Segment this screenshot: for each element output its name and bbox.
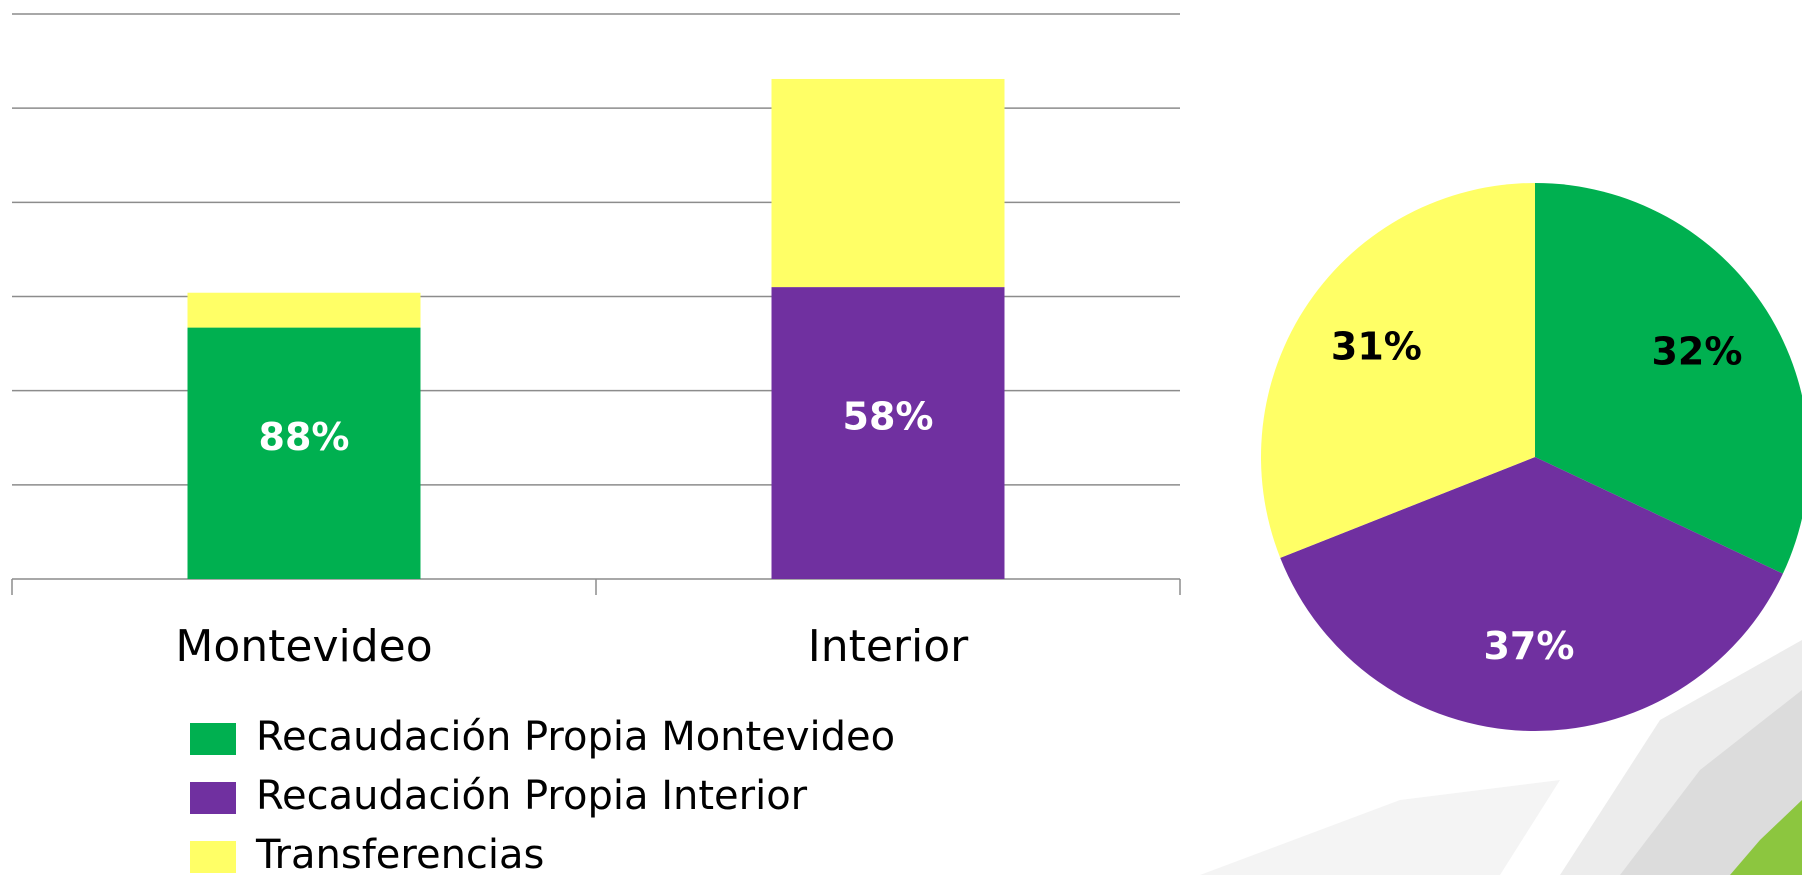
decor-shape — [1730, 800, 1802, 875]
bar-segment — [771, 287, 1005, 579]
legend-label: Recaudación Propia Montevideo — [256, 714, 895, 760]
data-label: 37% — [1483, 624, 1574, 668]
legend-swatch — [190, 723, 236, 755]
data-label: 58% — [843, 395, 934, 439]
data-label: 88% — [259, 415, 350, 459]
decor-shape — [1620, 690, 1802, 875]
background-decoration — [1200, 640, 1802, 875]
pie-slice — [1261, 183, 1535, 558]
bar-segment — [771, 78, 1005, 288]
legend-swatch — [190, 841, 236, 873]
x-tick-label: Montevideo — [175, 621, 432, 672]
bar-chart: Montevideo 88% Interior 58% Recaudación Prop… — [11, 13, 1181, 875]
legend-swatch — [190, 782, 236, 814]
data-label: 31% — [1331, 325, 1422, 369]
data-label: 32% — [1651, 330, 1742, 374]
x-tick-label: Interior — [808, 621, 969, 672]
decor-shape — [1200, 780, 1560, 875]
bar-segment — [187, 292, 421, 328]
legend-label: Recaudación Propia Interior — [256, 773, 808, 819]
pie-chart: 32% 37% 31% — [1261, 183, 1802, 731]
legend-label: Transferencias — [255, 832, 544, 875]
pie-slice — [1535, 183, 1802, 574]
bar-segment — [187, 327, 421, 579]
pie-slice — [1280, 457, 1783, 731]
